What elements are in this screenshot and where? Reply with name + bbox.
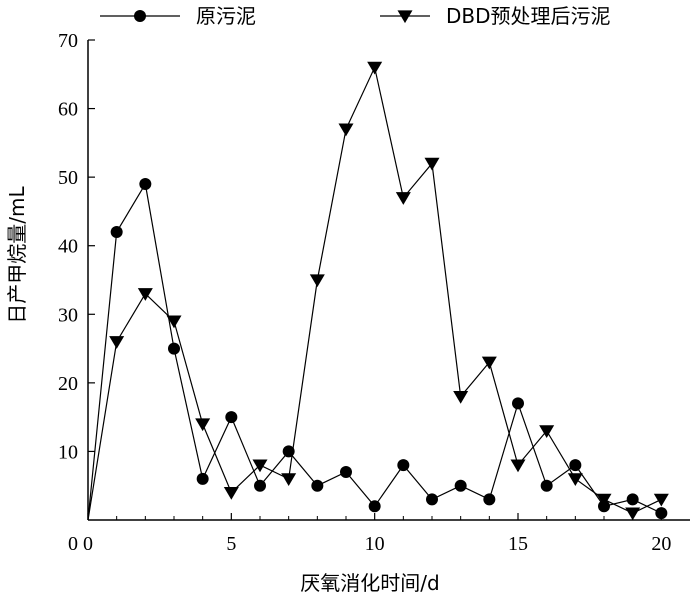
legend-marker — [134, 10, 146, 22]
data-point — [168, 342, 180, 355]
data-point — [653, 493, 669, 507]
data-point — [195, 418, 211, 432]
y-axis-title: 日产甲烷量/mL — [5, 185, 29, 323]
y-tick-label: 40 — [58, 236, 78, 258]
x-tick-label: 0 — [83, 533, 93, 555]
y-tick-label: 70 — [58, 30, 78, 52]
series-2 — [87, 61, 669, 521]
series-line — [87, 65, 662, 521]
y-tick-label: 50 — [58, 167, 78, 189]
data-point — [625, 507, 641, 521]
y-tick-label: 30 — [58, 304, 78, 326]
data-point — [139, 178, 152, 190]
data-point — [252, 459, 268, 473]
legend-label: DBD预处理后污泥 — [446, 4, 611, 28]
x-tick-label: 20 — [651, 533, 671, 555]
data-point — [367, 61, 383, 75]
data-point — [510, 459, 526, 473]
data-point — [395, 192, 411, 205]
series-layer — [87, 61, 669, 521]
data-point — [166, 315, 182, 329]
x-tick-label: 10 — [365, 533, 385, 555]
data-point — [483, 493, 496, 506]
data-point — [569, 459, 582, 472]
data-point — [397, 459, 410, 472]
data-point — [454, 479, 467, 492]
data-point — [340, 466, 352, 478]
data-point — [137, 288, 153, 301]
data-point — [512, 397, 524, 410]
axes: 0 5 10 15 20 10 20 30 40 50 60 70 0 — [58, 30, 690, 555]
data-point — [567, 473, 583, 486]
data-point — [311, 479, 324, 492]
data-point — [109, 336, 125, 349]
y-tick-label: 10 — [58, 441, 78, 463]
y-tick-label: 60 — [58, 99, 78, 121]
data-point — [338, 123, 354, 137]
data-point — [453, 390, 469, 404]
data-point — [309, 274, 325, 288]
legend-label: 原污泥 — [196, 4, 256, 28]
origin-tick-label: 0 — [68, 533, 78, 555]
data-point — [424, 157, 440, 171]
data-point — [196, 472, 209, 485]
data-point — [539, 425, 555, 438]
legend-marker — [397, 10, 413, 24]
y-tick-label: 20 — [58, 373, 78, 395]
data-point — [223, 486, 239, 500]
data-point — [368, 500, 381, 513]
data-point — [626, 493, 639, 506]
x-axis-title: 厌氧消化时间/d — [300, 571, 439, 595]
data-point — [110, 226, 123, 238]
data-point — [254, 479, 266, 492]
x-tick-label: 5 — [226, 533, 236, 555]
data-point — [596, 493, 612, 507]
legend: 原污泥 DBD预处理后污泥 — [100, 4, 611, 28]
data-point — [225, 411, 238, 424]
data-point — [540, 479, 553, 492]
data-point — [655, 507, 668, 520]
x-tick-label: 15 — [508, 533, 528, 555]
series-1 — [87, 178, 668, 521]
data-point — [426, 493, 438, 506]
data-point — [481, 356, 497, 370]
data-point — [281, 473, 297, 486]
